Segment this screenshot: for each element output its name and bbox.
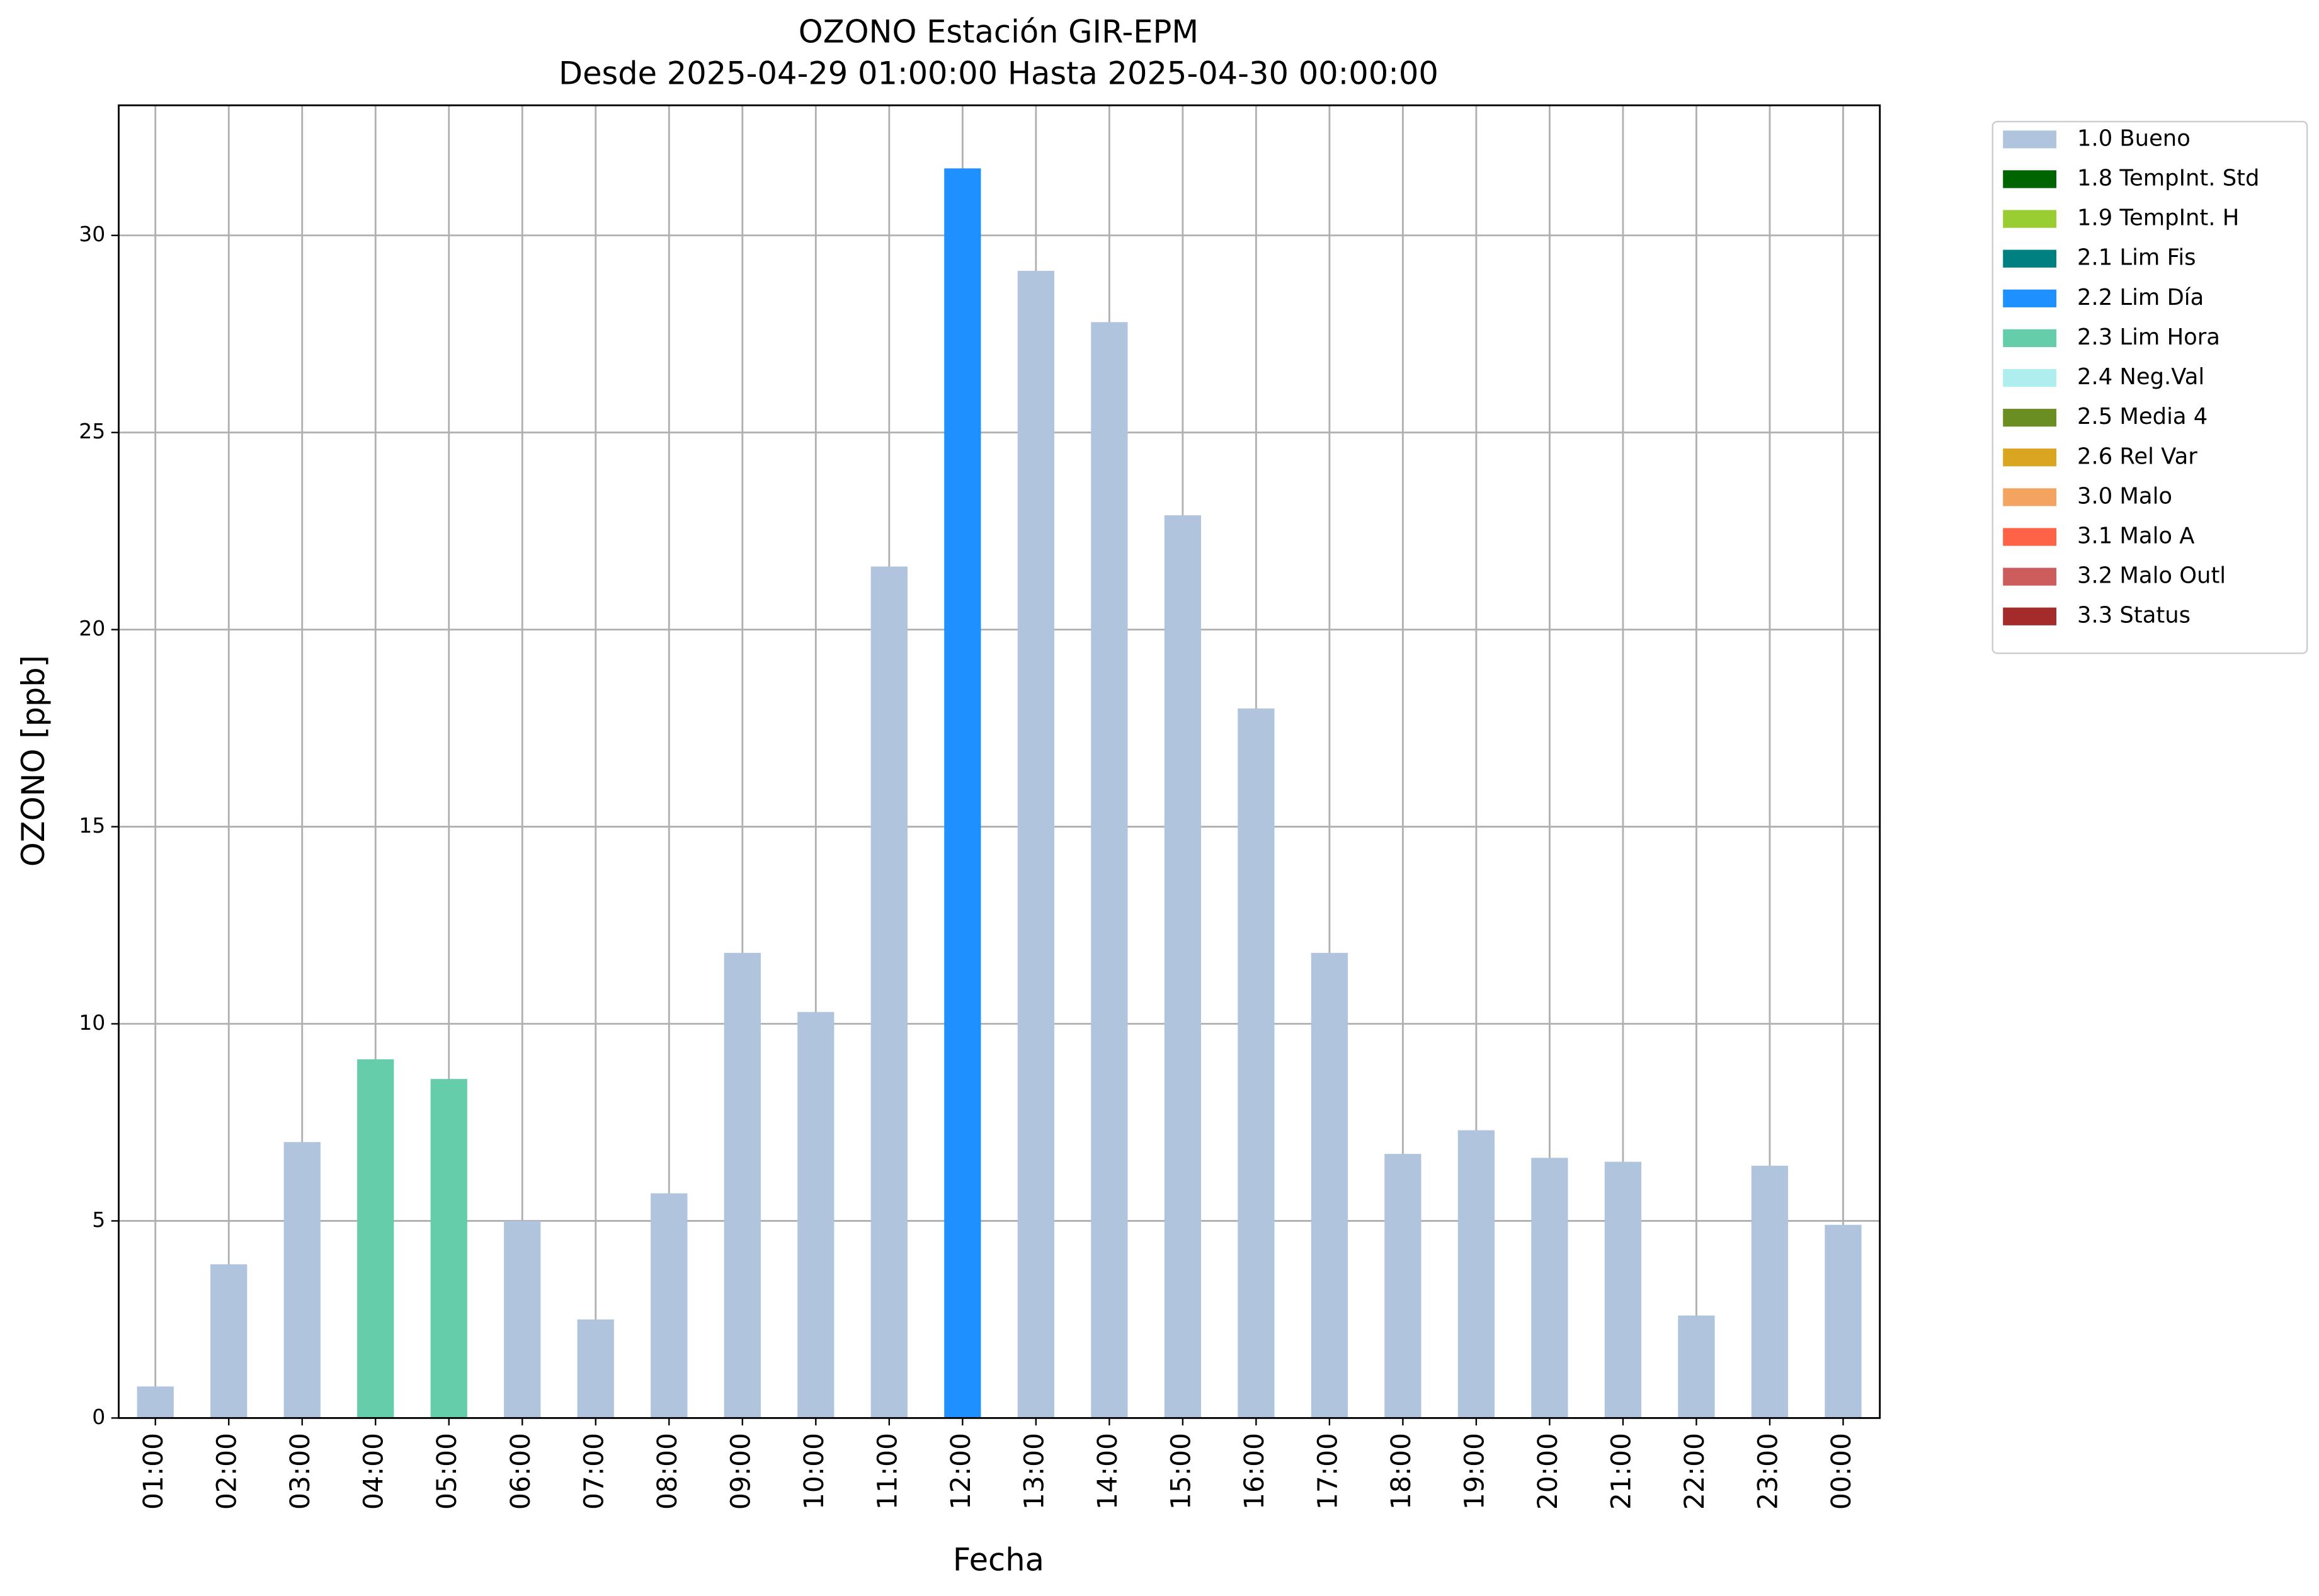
x-tick-label: 12:00 <box>945 1433 976 1510</box>
bar <box>1017 271 1054 1418</box>
bar <box>1825 1224 1862 1418</box>
x-tick-label: 07:00 <box>578 1433 609 1510</box>
legend-label: 2.2 Lim Día <box>2077 285 2204 311</box>
legend-label: 2.3 Lim Hora <box>2077 324 2220 350</box>
legend-swatch <box>2003 528 2057 546</box>
y-tick-label: 10 <box>79 1010 105 1035</box>
bar <box>283 1142 321 1418</box>
y-tick-label: 0 <box>92 1405 105 1429</box>
legend-swatch <box>2003 368 2057 387</box>
bar <box>1751 1165 1789 1418</box>
x-tick-label: 09:00 <box>725 1433 756 1510</box>
legend-label: 2.6 Rel Var <box>2077 443 2197 469</box>
legend-swatch <box>2003 170 2057 188</box>
x-tick-label: 23:00 <box>1752 1433 1783 1510</box>
x-tick-label: 06:00 <box>505 1433 536 1510</box>
legend-swatch <box>2003 210 2057 228</box>
y-tick-label: 15 <box>79 813 105 838</box>
x-tick-label: 08:00 <box>652 1433 683 1510</box>
x-tick-label: 10:00 <box>799 1433 829 1510</box>
legend-label: 1.8 TempInt. Std <box>2077 165 2259 191</box>
x-tick-label: 14:00 <box>1092 1433 1123 1510</box>
x-tick-label: 18:00 <box>1386 1433 1416 1510</box>
bar <box>1604 1161 1642 1418</box>
bar <box>137 1386 174 1418</box>
x-axis-label: Fecha <box>953 1541 1044 1578</box>
legend-box <box>1991 120 2308 654</box>
y-tick-label: 5 <box>92 1207 105 1232</box>
bar <box>357 1059 394 1418</box>
y-axis-label: OZONO [ppb] <box>15 655 52 867</box>
x-tick-label: 05:00 <box>431 1433 462 1510</box>
x-tick-label: 19:00 <box>1459 1433 1490 1510</box>
legend-label: 1.0 Bueno <box>2077 125 2191 151</box>
bar <box>1678 1315 1715 1418</box>
x-tick-label: 20:00 <box>1532 1433 1563 1510</box>
bar <box>651 1193 688 1418</box>
legend-swatch <box>2003 488 2057 506</box>
legend-label: 3.1 Malo A <box>2077 523 2194 549</box>
bar <box>1384 1154 1422 1418</box>
legend-swatch <box>2003 130 2057 149</box>
legend-swatch <box>2003 567 2057 586</box>
bar <box>1164 515 1201 1418</box>
bar <box>724 952 761 1418</box>
x-tick-label: 01:00 <box>138 1433 169 1510</box>
legend-label: 2.1 Lim Fis <box>2077 245 2196 271</box>
bar <box>1457 1130 1495 1418</box>
bar <box>1311 952 1348 1418</box>
x-tick-label: 02:00 <box>212 1433 242 1510</box>
bar <box>1238 708 1275 1418</box>
x-tick-label: 15:00 <box>1165 1433 1196 1510</box>
x-tick-label: 00:00 <box>1826 1433 1857 1510</box>
legend-label: 2.5 Media 4 <box>2077 404 2208 430</box>
bar <box>1531 1158 1568 1418</box>
bar <box>504 1221 541 1418</box>
y-tick-label: 30 <box>79 222 105 246</box>
x-tick-label: 11:00 <box>872 1433 903 1510</box>
legend-label: 3.3 Status <box>2077 603 2191 629</box>
legend-label: 1.9 TempInt. H <box>2077 205 2239 231</box>
bar <box>870 566 908 1418</box>
bar <box>944 168 981 1418</box>
legend-label: 3.0 Malo <box>2077 483 2172 509</box>
legend-swatch <box>2003 249 2057 268</box>
legend-label: 3.2 Malo Outl <box>2077 563 2226 589</box>
legend-swatch <box>2003 409 2057 427</box>
chart-subtitle: Desde 2025-04-29 01:00:00 Hasta 2025-04-… <box>559 55 1439 92</box>
bar <box>430 1079 467 1418</box>
x-tick-label: 03:00 <box>285 1433 316 1510</box>
bar <box>577 1319 614 1418</box>
x-tick-label: 21:00 <box>1605 1433 1636 1510</box>
chart-title: OZONO Estación GIR-EPM <box>799 14 1199 50</box>
x-tick-label: 13:00 <box>1018 1433 1049 1510</box>
legend-swatch <box>2003 289 2057 307</box>
legend-swatch <box>2003 448 2057 467</box>
x-tick-label: 04:00 <box>358 1433 389 1510</box>
y-tick-label: 25 <box>79 419 105 443</box>
plot-frame <box>118 104 1881 1419</box>
bar <box>1091 322 1128 1418</box>
y-tick-label: 20 <box>79 616 105 641</box>
bar <box>210 1264 248 1418</box>
x-tick-label: 22:00 <box>1679 1433 1710 1510</box>
legend-swatch <box>2003 329 2057 348</box>
legend-swatch <box>2003 607 2057 625</box>
bar <box>797 1012 835 1418</box>
x-tick-label: 17:00 <box>1312 1433 1343 1510</box>
x-tick-label: 16:00 <box>1239 1433 1270 1510</box>
legend-label: 2.4 Neg.Val <box>2077 364 2204 390</box>
